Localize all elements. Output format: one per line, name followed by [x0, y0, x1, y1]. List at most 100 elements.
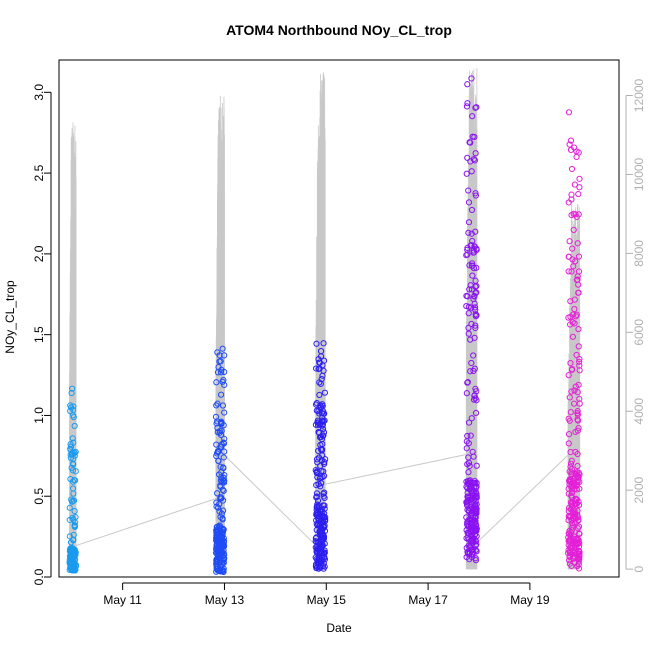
data-point [575, 523, 583, 530]
data-point [570, 400, 578, 407]
data-point [575, 469, 582, 476]
data-point [568, 527, 575, 534]
data-point [470, 396, 478, 403]
data-point [472, 290, 479, 297]
data-point [472, 395, 479, 402]
data-point [472, 409, 480, 417]
data-point [470, 453, 477, 460]
data-point [69, 385, 76, 392]
data-point [576, 367, 583, 374]
data-point [465, 469, 472, 476]
data-point [464, 81, 471, 88]
data-point [321, 553, 328, 560]
data-point [571, 507, 578, 514]
data-point [464, 379, 471, 386]
y-tick-label: 3.0 [32, 84, 46, 101]
data-point [212, 413, 220, 420]
data-point [313, 365, 320, 372]
data-point [570, 482, 577, 489]
data-point [321, 389, 328, 396]
data-point [568, 466, 575, 473]
data-point [572, 514, 579, 521]
data-point [321, 460, 328, 468]
data-point [465, 219, 473, 226]
data-point [464, 461, 471, 468]
data-point [574, 408, 581, 415]
data-point [321, 489, 328, 496]
x-axis-label: Date [326, 621, 352, 635]
data-point [312, 544, 319, 551]
data-point [576, 175, 583, 182]
data-point [465, 310, 472, 317]
data-point [576, 395, 583, 402]
data-point [214, 490, 221, 497]
data-point [568, 365, 576, 373]
data-point [472, 526, 480, 534]
data-point [575, 289, 582, 296]
data-point [217, 513, 224, 520]
data-point [215, 504, 222, 511]
data-point [71, 422, 78, 430]
data-point [319, 421, 326, 428]
data-point [575, 253, 583, 260]
data-point [218, 544, 225, 552]
data-point [467, 336, 474, 343]
data-point [575, 381, 582, 388]
data-point [571, 296, 578, 303]
nox-scatter-points [66, 75, 583, 576]
data-point [575, 268, 583, 275]
data-point [66, 516, 73, 524]
data-point [72, 514, 79, 521]
data-point [472, 322, 479, 329]
data-point [321, 417, 328, 424]
data-point [567, 449, 574, 456]
data-point [319, 508, 326, 515]
data-point [465, 330, 472, 337]
data-point [71, 523, 78, 531]
data-point [215, 457, 222, 465]
data-point [575, 548, 583, 555]
data-point [467, 242, 474, 249]
data-point [568, 524, 576, 531]
data-point [221, 409, 228, 416]
data-point [574, 416, 581, 423]
data-point [213, 534, 220, 542]
data-point [70, 546, 77, 553]
x-tick-label: May 17 [408, 593, 448, 607]
data-point [213, 402, 220, 409]
data-point [571, 559, 578, 566]
data-point [573, 486, 580, 493]
data-point [219, 479, 226, 486]
data-point [569, 245, 576, 252]
data-point [565, 504, 573, 511]
data-point [317, 531, 324, 539]
data-point [317, 348, 325, 355]
data-point [214, 560, 221, 568]
data-point [469, 113, 476, 120]
data-point [220, 507, 227, 514]
data-point [575, 558, 582, 565]
data-point [575, 326, 582, 333]
data-point [565, 372, 572, 379]
data-point [72, 468, 79, 475]
plot-frame [58, 59, 620, 578]
data-point [470, 506, 477, 513]
data-point [468, 168, 475, 175]
data-point [471, 243, 478, 250]
data-point [572, 541, 579, 548]
data-point [568, 165, 576, 173]
data-point [565, 253, 572, 260]
data-point [567, 409, 574, 416]
data-point [574, 462, 581, 470]
data-point [219, 402, 227, 409]
data-point [472, 150, 479, 157]
data-point [319, 473, 326, 481]
data-point [312, 467, 319, 474]
data-point [221, 478, 228, 485]
data-point [69, 560, 76, 567]
data-point [221, 368, 228, 376]
data-point [71, 449, 78, 457]
data-point [576, 362, 583, 369]
data-point [573, 478, 580, 485]
data-point [574, 514, 582, 521]
